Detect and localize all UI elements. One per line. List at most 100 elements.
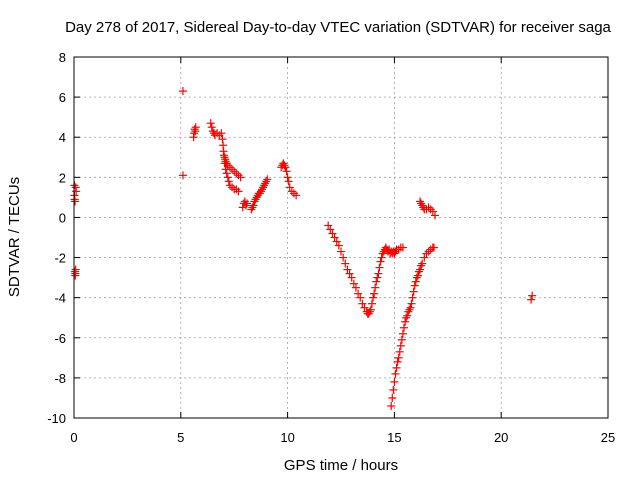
data-point (393, 357, 402, 366)
data-point (236, 173, 245, 182)
data-point (375, 263, 384, 272)
data-point (360, 303, 369, 312)
data-point (424, 203, 433, 212)
data-point (397, 335, 406, 344)
data-point (364, 309, 373, 318)
data-point (401, 317, 410, 326)
data-point (285, 183, 294, 192)
data-point (404, 307, 413, 316)
data-point (351, 283, 360, 292)
data-point (372, 277, 381, 286)
x-axis-title: GPS time / hours (284, 457, 398, 474)
data-point (373, 273, 382, 282)
data-point (190, 125, 199, 134)
x-tick-label: 20 (494, 430, 508, 445)
data-point (217, 129, 226, 138)
data-point (178, 171, 187, 180)
data-point (370, 289, 379, 298)
data-point (328, 229, 337, 238)
data-point (414, 267, 423, 276)
x-tick-label: 10 (280, 430, 294, 445)
data-point (225, 181, 234, 190)
data-point (232, 169, 241, 178)
chart-title: Day 278 of 2017, Sidereal Day-to-day VTE… (65, 19, 611, 36)
data-point (240, 197, 249, 206)
data-point (345, 269, 354, 278)
data-point (262, 177, 271, 186)
data-point (426, 205, 435, 214)
data-point (394, 353, 403, 362)
data-point (230, 167, 239, 176)
data-point (417, 199, 426, 208)
data-point (326, 225, 335, 234)
data-point (430, 211, 439, 220)
y-tick-label: 2 (59, 170, 66, 185)
data-point (284, 177, 293, 186)
plot-frame (73, 56, 609, 419)
data-point (190, 129, 199, 138)
data-point (207, 123, 216, 132)
data-point (223, 173, 232, 182)
data-point (343, 265, 352, 274)
x-tick-label: 15 (387, 430, 401, 445)
data-point (417, 261, 426, 270)
data-point (416, 265, 425, 274)
data-point (330, 233, 339, 242)
data-point (292, 191, 301, 200)
x-tick-label: 25 (601, 430, 615, 445)
data-point (71, 197, 80, 206)
data-point (261, 179, 270, 188)
data-point (243, 199, 252, 208)
data-point (389, 385, 398, 394)
data-point (221, 157, 230, 166)
data-point (398, 243, 407, 252)
data-point (387, 401, 396, 410)
data-point (191, 123, 200, 132)
data-point (341, 259, 350, 268)
data-point (334, 241, 343, 250)
data-point (416, 197, 425, 206)
data-point (222, 169, 231, 178)
y-tick-label: -2 (54, 251, 66, 266)
data-point (332, 237, 341, 246)
data-point (376, 257, 385, 266)
data-point (234, 171, 243, 180)
y-tick-label: 4 (59, 130, 66, 145)
data-point (365, 307, 374, 316)
data-point (378, 249, 387, 258)
data-point (347, 273, 356, 282)
data-point (224, 177, 233, 186)
axis-ticks: 0 5 10 15 20 25 -10 -8 -6 -4 -2 0 2 4 6 8 (47, 50, 615, 445)
data-point (420, 253, 429, 262)
data-point (400, 323, 409, 332)
data-point (402, 313, 411, 322)
data-points (70, 87, 537, 410)
data-point (290, 189, 299, 198)
data-point (247, 205, 256, 214)
data-point (527, 295, 536, 304)
data-point (241, 201, 250, 210)
data-point (408, 293, 417, 302)
data-point (255, 189, 264, 198)
data-point (398, 329, 407, 338)
data-point (407, 299, 416, 308)
data-point (422, 249, 431, 258)
data-point (411, 277, 420, 286)
data-point (250, 197, 259, 206)
data-point (349, 279, 358, 288)
data-point (424, 247, 433, 256)
data-point (263, 175, 272, 184)
data-point (178, 87, 187, 96)
data-point (71, 265, 80, 274)
data-point (377, 253, 386, 262)
data-point (219, 151, 228, 160)
y-tick-label: -6 (54, 331, 66, 346)
data-point (232, 185, 241, 194)
data-point (208, 127, 217, 136)
data-point (337, 247, 345, 256)
data-point (287, 187, 296, 196)
data-point (391, 369, 400, 378)
data-point (249, 201, 258, 210)
data-point (220, 159, 229, 168)
